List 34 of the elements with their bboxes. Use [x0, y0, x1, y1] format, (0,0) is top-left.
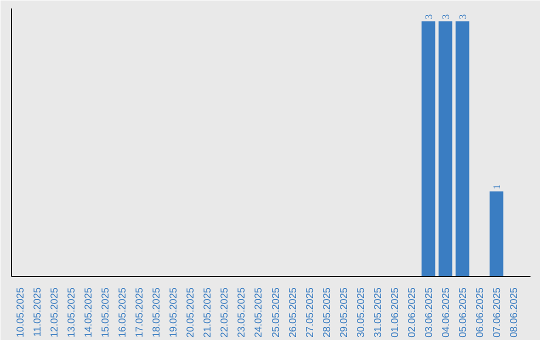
x-tick-label: 12.05.2025	[50, 287, 61, 338]
x-tick-label: 22.05.2025	[220, 287, 231, 338]
x-tick-label: 03.06.2025	[424, 287, 435, 338]
x-tick-label: 20.05.2025	[186, 287, 197, 338]
x-tick-label: 18.05.2025	[152, 287, 163, 338]
x-tick-label: 30.05.2025	[356, 287, 367, 338]
x-tick-label: 16.05.2025	[118, 287, 129, 338]
x-tick-label: 15.05.2025	[100, 287, 112, 338]
x-tick-label: 27.05.2025	[304, 287, 316, 338]
x-tick-label: 26.05.2025	[288, 287, 299, 338]
x-tick-label: 14.05.2025	[84, 287, 95, 338]
x-tick-label: 04.06.2025	[440, 287, 452, 338]
data-label: 3	[424, 14, 435, 20]
x-tick-label: 05.06.2025	[458, 287, 469, 338]
x-tick-label: 19.05.2025	[168, 287, 180, 338]
x-tick-label: 24.05.2025	[254, 287, 265, 338]
x-tick-label: 01.06.2025	[390, 287, 401, 338]
x-tick-label: 25.05.2025	[270, 287, 282, 338]
data-label: 1	[492, 184, 503, 190]
x-tick-label: 08.06.2025	[508, 287, 520, 338]
data-label: 3	[440, 14, 452, 20]
x-tick-label: 17.05.2025	[134, 287, 146, 338]
x-tick-label: 13.05.2025	[66, 287, 78, 338]
x-tick-label: 06.06.2025	[474, 287, 486, 338]
x-tick-label: 11.05.2025	[32, 287, 44, 337]
x-tick-label: 10.05.2025	[16, 287, 27, 338]
data-label: 3	[458, 14, 469, 20]
x-tick-label: 02.06.2025	[406, 287, 418, 338]
x-tick-label: 21.05.2025	[202, 287, 214, 338]
x-tick-label: 31.05.2025	[372, 287, 384, 338]
x-tick-label: 29.05.2025	[338, 287, 350, 338]
x-tick-label: 23.05.2025	[236, 287, 248, 338]
x-tick-label: 07.06.2025	[492, 287, 503, 338]
x-tick-label: 28.05.2025	[322, 287, 333, 338]
